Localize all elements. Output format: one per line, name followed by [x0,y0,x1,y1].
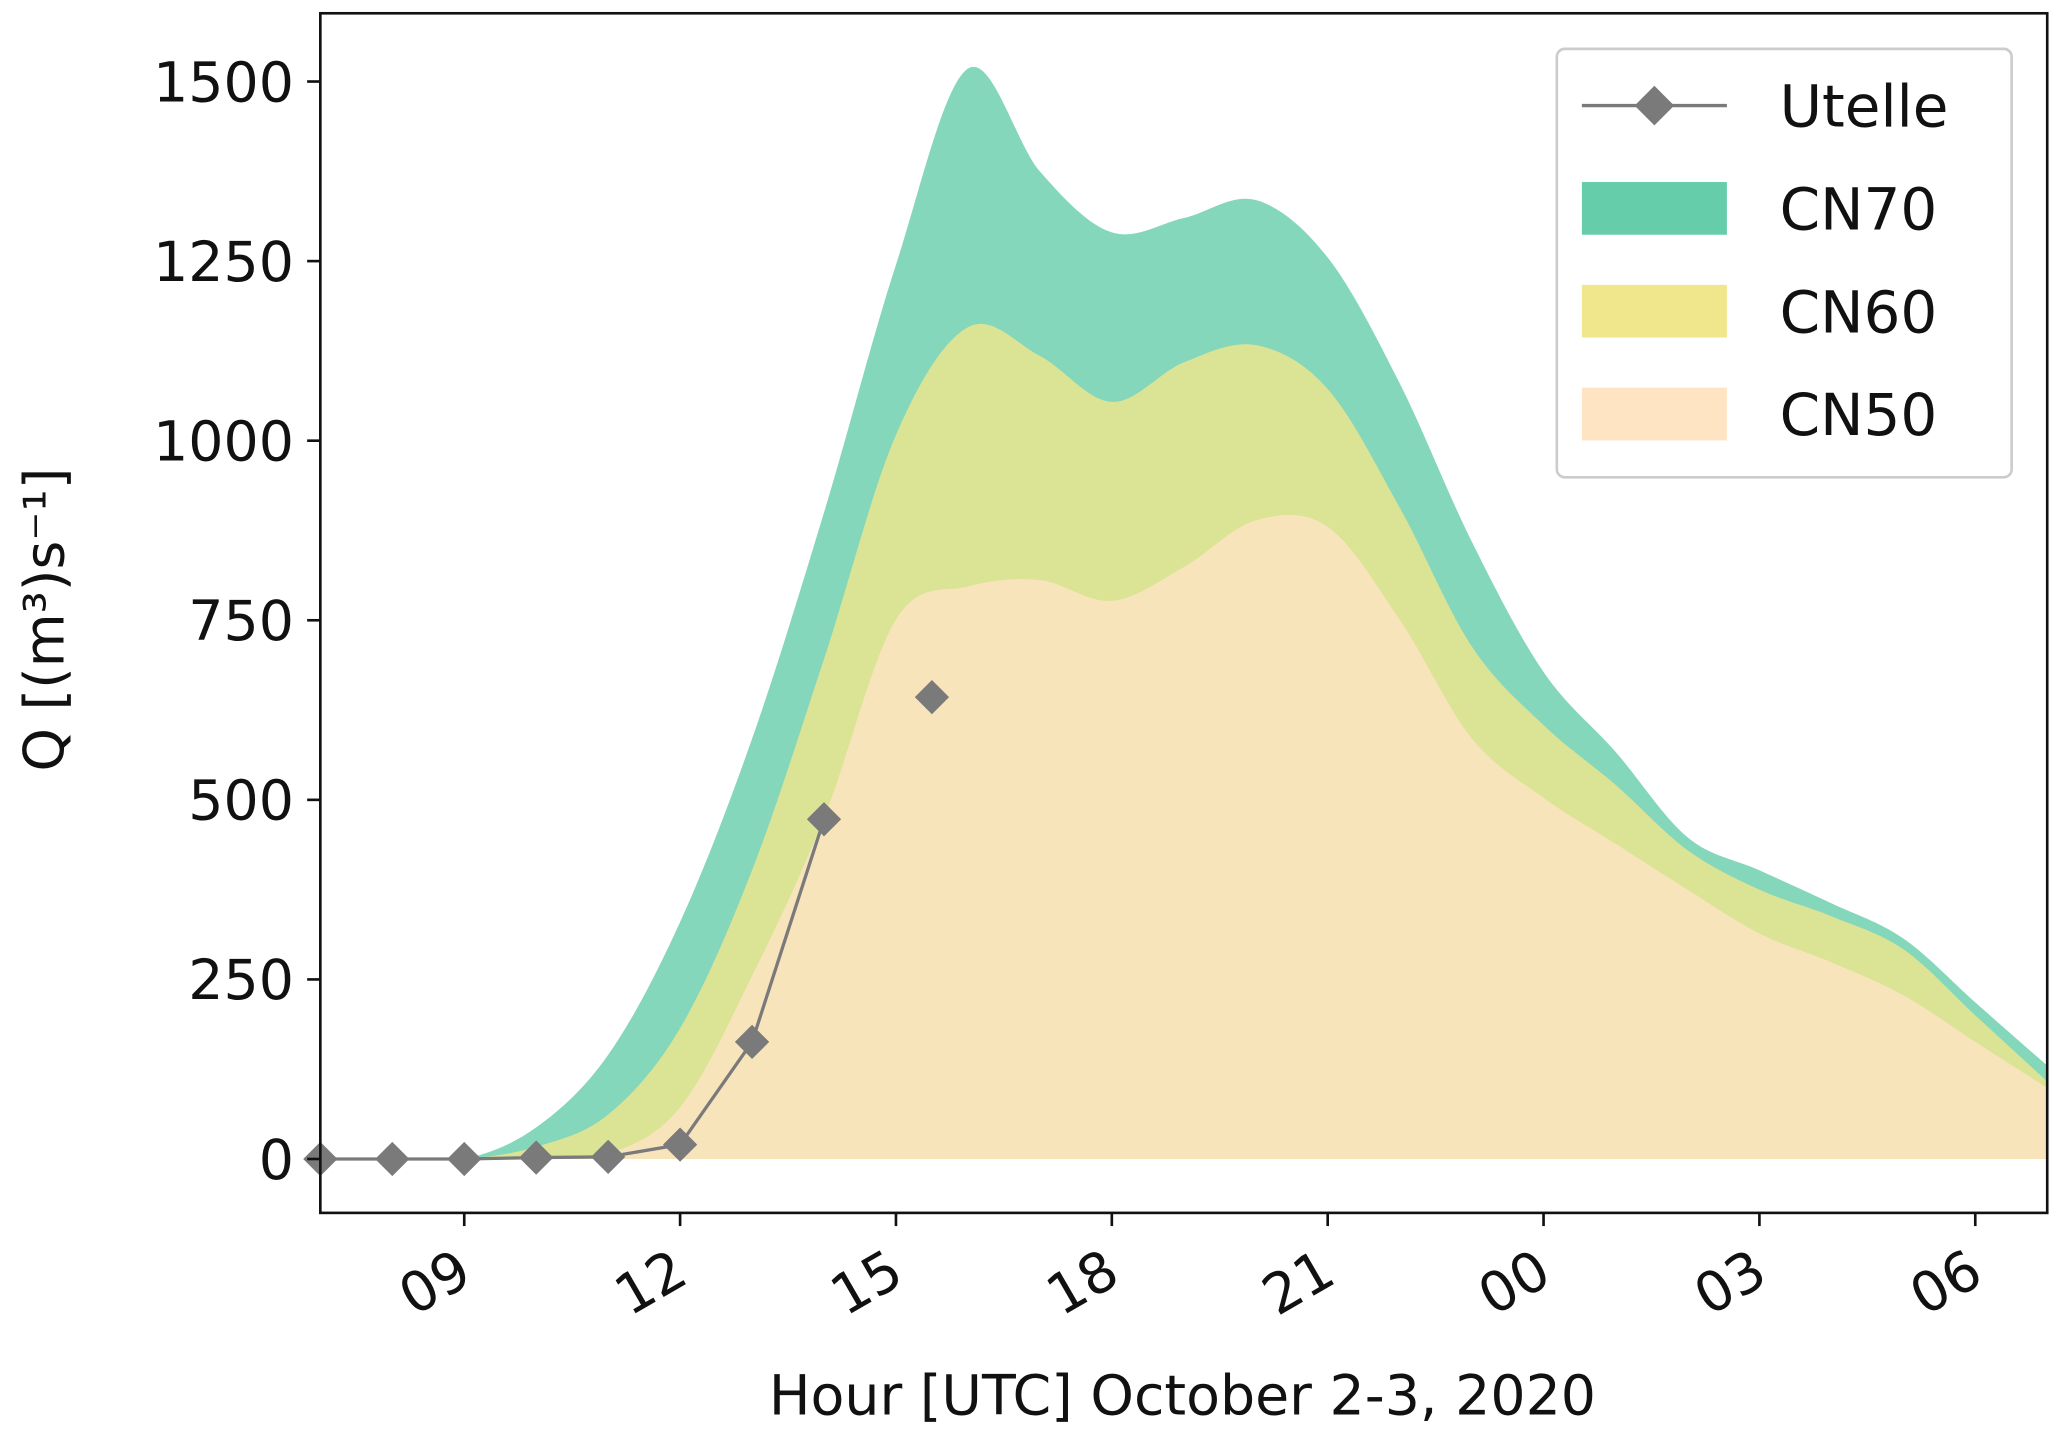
x-tick-label: 18 [1036,1238,1129,1329]
marker [662,1127,698,1162]
plot-area [320,66,2048,1160]
plot-frame [319,11,2049,1215]
legend-label: CN50 [1780,381,1938,449]
y-tick-label: 1500 [153,51,294,115]
y-tick-label: 1250 [153,231,294,295]
x-axis-label: Hour [UTC] October 2-3, 2020 [769,1365,1596,1429]
x-tick-label: 06 [1900,1238,1993,1329]
marker [375,1141,410,1177]
legend-box [1555,47,2013,479]
y-tick-label: 750 [188,590,294,654]
y-tick-label: 500 [188,770,294,834]
x-tick-label: 15 [820,1238,913,1329]
marker [914,679,950,715]
legend-swatch [1581,284,1727,338]
legend: Utelle CN70 CN60 CN50 [1555,47,2013,479]
marker [447,1141,482,1177]
legend-label: CN60 [1780,278,1938,346]
marker [806,802,842,837]
x-tick-label: 00 [1468,1238,1561,1329]
y-tick-label: 0 [259,1129,294,1193]
legend-swatch [1581,387,1727,441]
legend-label: Utelle [1780,73,1949,141]
legend-swatch [1581,182,1727,235]
x-tick-label: 09 [389,1238,482,1329]
y-axis-label: Q [(m³)s⁻¹] [13,468,77,772]
y-tick-label: 1000 [153,410,294,474]
x-tick-label: 03 [1684,1238,1777,1329]
x-tick-label: 21 [1252,1238,1345,1329]
y-tick-label: 250 [188,949,294,1013]
marker [519,1140,554,1175]
x-tick-label: 12 [605,1238,698,1329]
marker [591,1139,626,1174]
area [320,514,2048,1160]
legend-label: CN70 [1780,175,1938,243]
